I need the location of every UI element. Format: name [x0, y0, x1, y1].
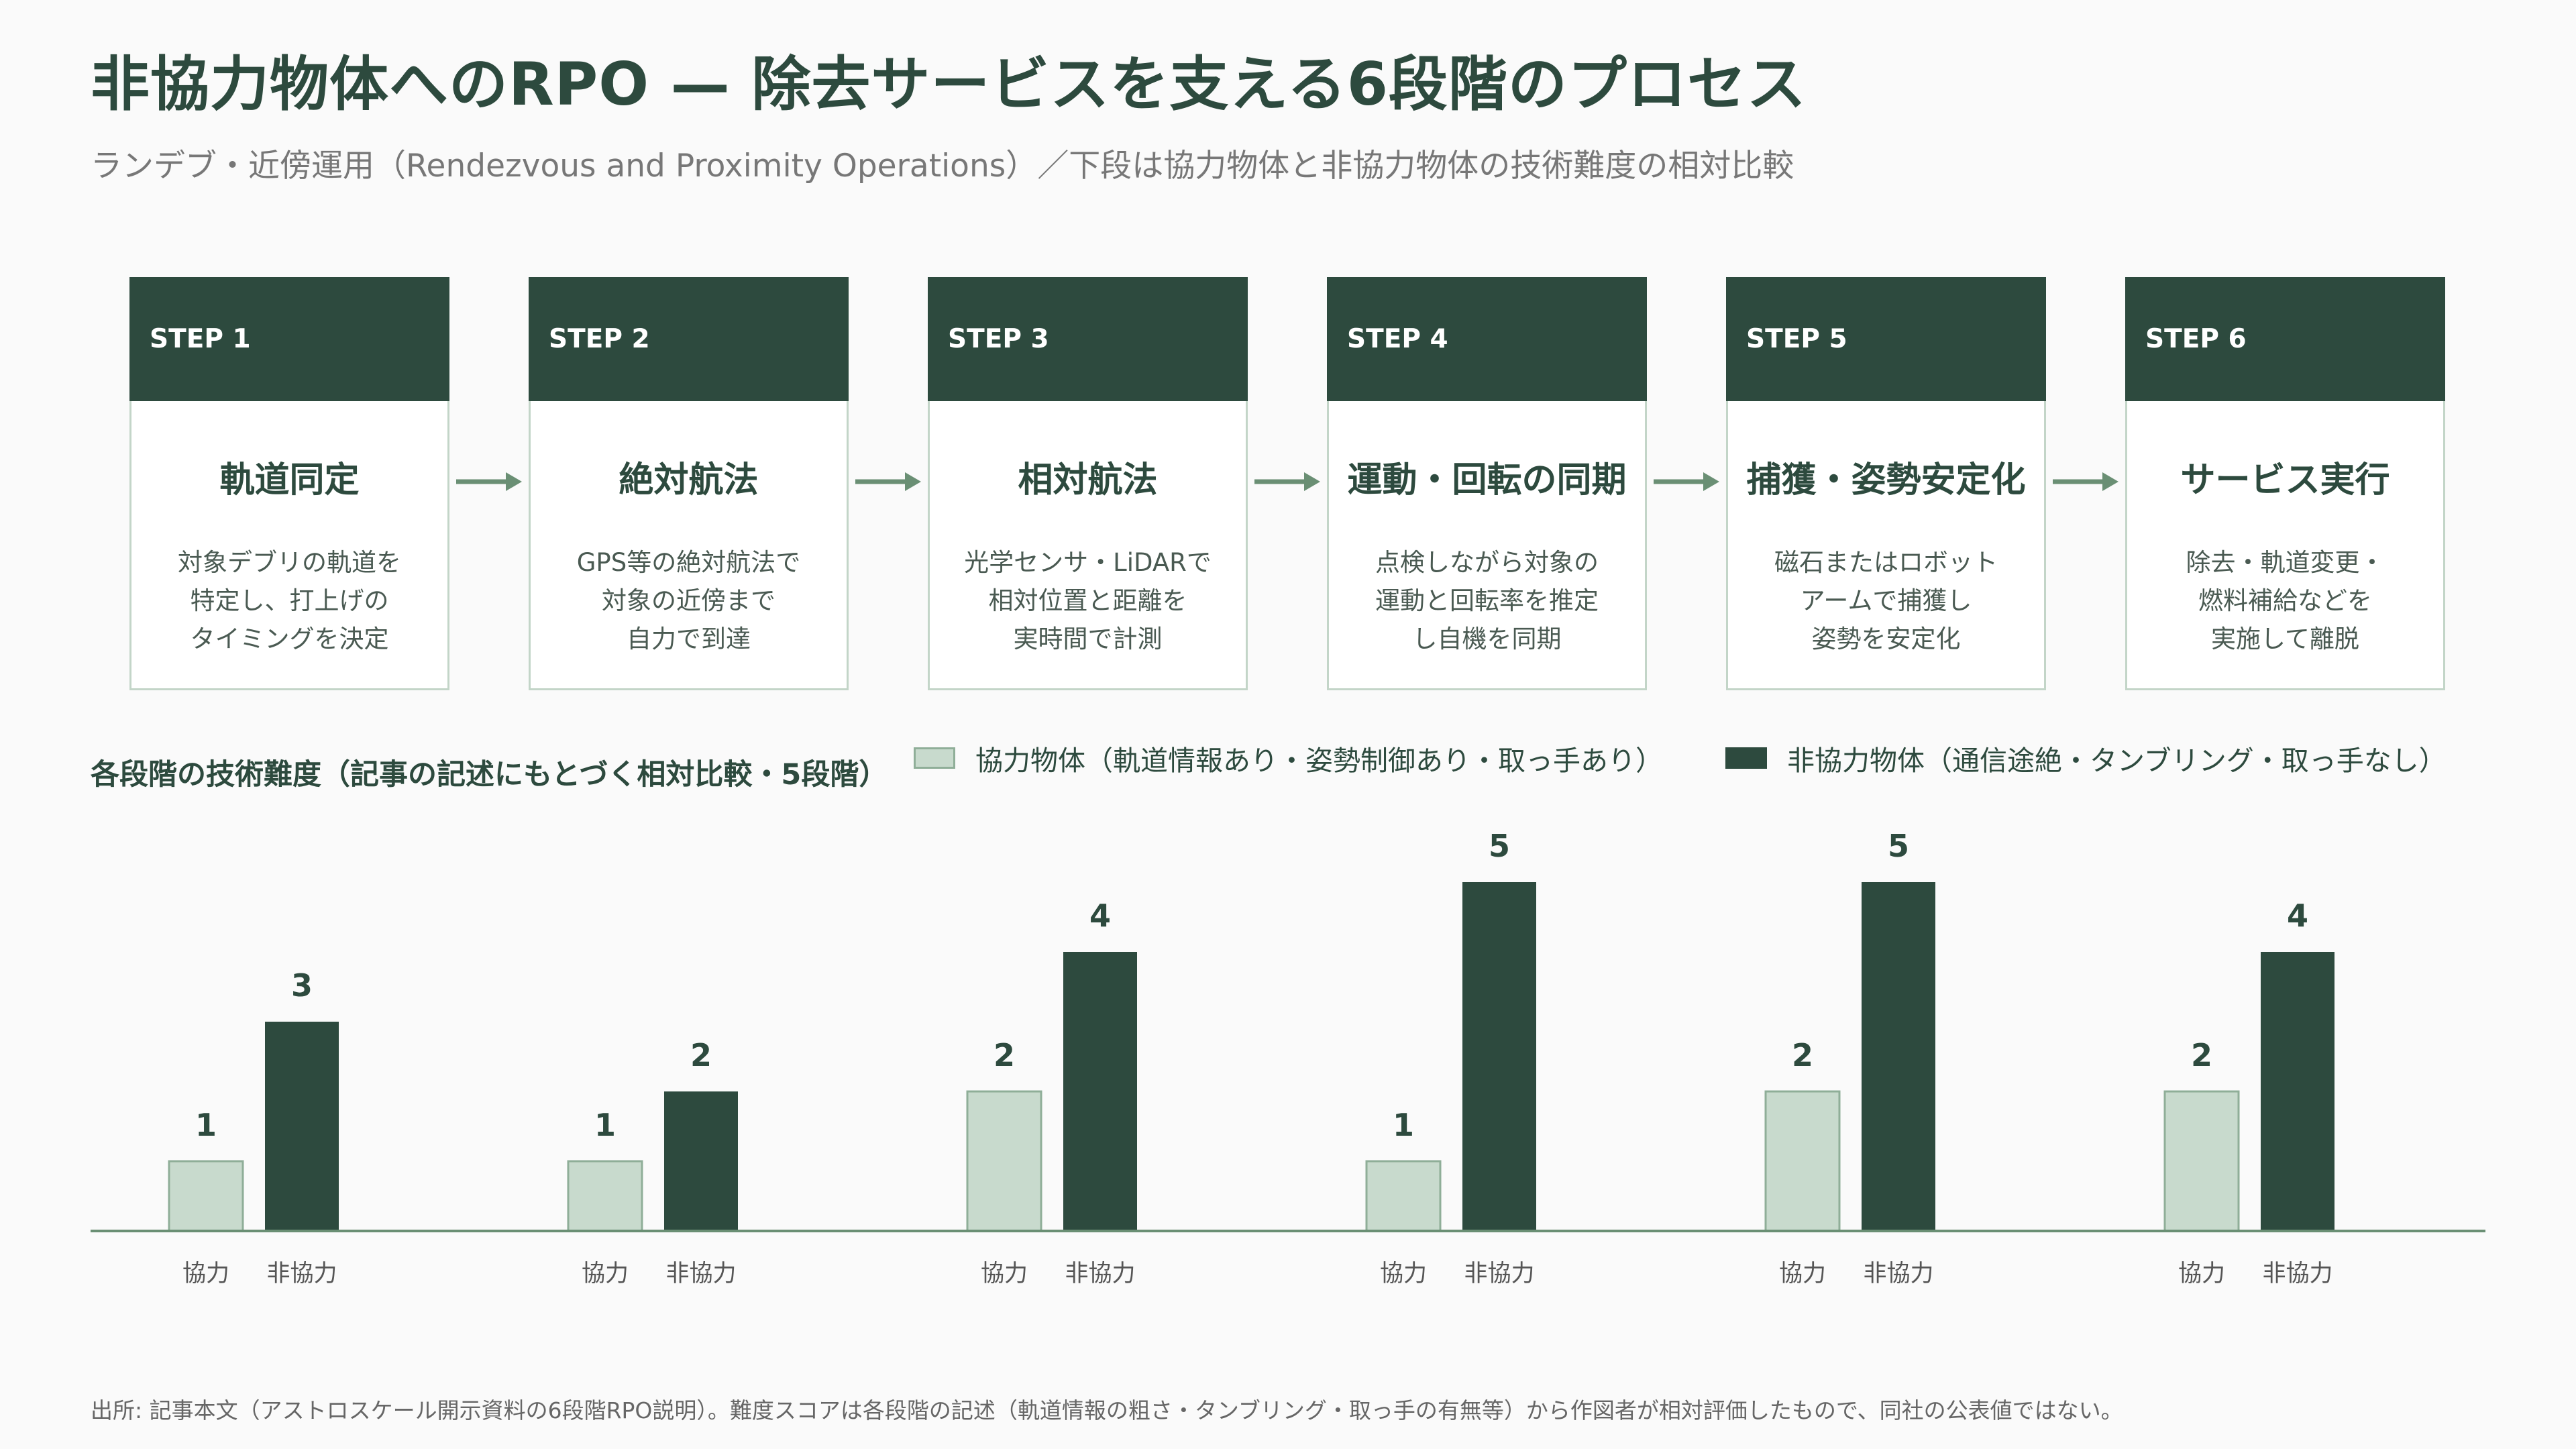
bar-category-label: 非協力 [1464, 1260, 1534, 1287]
bar-value-label: 1 [1393, 1107, 1414, 1143]
bar-category-label: 協力 [981, 1260, 1028, 1287]
legend-cooperative: 協力物体（軌道情報あり・姿勢制御あり・取っ手あり） [914, 738, 1663, 778]
legend-noncooperative: 非協力物体（通信途絶・タンブリング・取っ手なし） [1725, 738, 2447, 778]
step-description: 磁石またはロボット アームで捕獲し 姿勢を安定化 [1774, 548, 1998, 653]
bar-value-label: 5 [1888, 828, 1909, 864]
step-title: サービス実行 [2180, 460, 2390, 500]
bar-value-label: 5 [1489, 828, 1510, 864]
step-title: 絶対航法 [619, 460, 759, 500]
bar-noncooperative-1 [265, 1022, 339, 1231]
bar-noncooperative-6 [2261, 952, 2334, 1231]
step-title: 捕獲・姿勢安定化 [1746, 460, 2026, 500]
step-card-1: STEP 1 軌道同定 対象デブリの軌道を 特定し、打上げの タイミングを決定 [129, 277, 449, 690]
bar-cooperative-2 [567, 1160, 643, 1232]
bar-noncooperative-4 [1462, 882, 1536, 1231]
step-title: 軌道同定 [219, 460, 360, 500]
step-label: STEP 3 [928, 277, 1248, 401]
bar-category-label: 非協力 [1863, 1260, 1933, 1287]
bar-category-label: 協力 [582, 1260, 629, 1287]
step-label: STEP 1 [129, 277, 449, 401]
arrow-right-icon [1254, 472, 1320, 491]
page-title: 非協力物体へのRPO — 除去サービスを支える6段階のプロセス [91, 50, 1807, 119]
step-card-6: STEP 6 サービス実行 除去・軌道変更・ 燃料補給などを 実施して離脱 [2125, 277, 2445, 690]
bar-value-label: 3 [291, 967, 313, 1004]
bar-category-label: 非協力 [266, 1260, 337, 1287]
arrow-right-icon [855, 472, 921, 491]
bar-value-label: 1 [594, 1107, 616, 1143]
bar-category-label: 協力 [2178, 1260, 2225, 1287]
source-footnote: 出所: 記事本文（アストロスケール開示資料の6段階RPO説明）。難度スコアは各段… [91, 1397, 2123, 1424]
legend-swatch-noncooperative [1725, 747, 1767, 769]
difficulty-bar-chart: 1 協力 3 非協力 1 協力 2 非協力 2 協力 4 非協力 1 協力 5 非協力 2 協力 5 非協力 2 協力 4 非… [91, 828, 2485, 1287]
step-card-2: STEP 2 絶対航法 GPS等の絶対航法で 対象の近傍まで 自力で到達 [529, 277, 849, 690]
bar-value-label: 2 [690, 1037, 712, 1073]
arrow-right-icon [1654, 472, 1719, 491]
bar-category-label: 非協力 [665, 1260, 736, 1287]
step-description: GPS等の絶対航法で 対象の近傍まで 自力で到達 [576, 548, 801, 653]
bar-category-label: 非協力 [1065, 1260, 1135, 1287]
bar-value-label: 2 [994, 1037, 1015, 1073]
step-label: STEP 5 [1726, 277, 2046, 401]
bar-cooperative-4 [1365, 1160, 1442, 1232]
legend-label-cooperative: 協力物体（軌道情報あり・姿勢制御あり・取っ手あり） [975, 745, 1663, 777]
bar-category-label: 協力 [182, 1260, 229, 1287]
step-title: 運動・回転の同期 [1347, 460, 1627, 500]
step-description: 対象デブリの軌道を 特定し、打上げの タイミングを決定 [178, 548, 401, 653]
bar-cooperative-5 [1764, 1090, 1841, 1232]
bar-category-label: 非協力 [2262, 1260, 2332, 1287]
bar-cooperative-6 [2163, 1090, 2240, 1232]
bar-value-label: 2 [1792, 1037, 1813, 1073]
step-description: 光学センサ・LiDARで 相対位置と距離を 実時間で計測 [964, 548, 1212, 653]
bar-noncooperative-3 [1063, 952, 1137, 1231]
legend-swatch-cooperative [914, 747, 955, 769]
bar-value-label: 4 [2287, 898, 2308, 934]
process-steps: STEP 1 軌道同定 対象デブリの軌道を 特定し、打上げの タイミングを決定 … [0, 277, 2576, 693]
arrow-right-icon [456, 472, 522, 491]
step-card-5: STEP 5 捕獲・姿勢安定化 磁石またはロボット アームで捕獲し 姿勢を安定化 [1726, 277, 2046, 690]
bar-value-label: 2 [2191, 1037, 2212, 1073]
step-card-3: STEP 3 相対航法 光学センサ・LiDARで 相対位置と距離を 実時間で計測 [928, 277, 1248, 690]
step-label: STEP 2 [529, 277, 849, 401]
step-label: STEP 4 [1327, 277, 1647, 401]
bar-category-label: 協力 [1779, 1260, 1826, 1287]
bar-cooperative-3 [966, 1090, 1042, 1232]
step-description: 点検しながら対象の 運動と回転率を推定 し自機を同期 [1375, 548, 1599, 653]
step-label: STEP 6 [2125, 277, 2445, 401]
chart-heading: 各段階の技術難度（記事の記述にもとづく相対比較・5段階） [91, 758, 888, 792]
step-description: 除去・軌道変更・ 燃料補給などを 実施して離脱 [2186, 548, 2385, 653]
legend-label-noncooperative: 非協力物体（通信途絶・タンブリング・取っ手なし） [1787, 745, 2447, 777]
bar-noncooperative-2 [664, 1091, 738, 1231]
bar-category-label: 協力 [1380, 1260, 1427, 1287]
bar-value-label: 4 [1089, 898, 1111, 934]
arrow-right-icon [2053, 472, 2118, 491]
page-subtitle: ランデブ・近傍運用（Rendezvous and Proximity Opera… [91, 148, 1794, 184]
bar-noncooperative-5 [1862, 882, 1935, 1231]
step-title: 相対航法 [1018, 460, 1158, 500]
bar-cooperative-1 [168, 1160, 244, 1232]
bar-value-label: 1 [195, 1107, 217, 1143]
step-card-4: STEP 4 運動・回転の同期 点検しながら対象の 運動と回転率を推定 し自機を… [1327, 277, 1647, 690]
